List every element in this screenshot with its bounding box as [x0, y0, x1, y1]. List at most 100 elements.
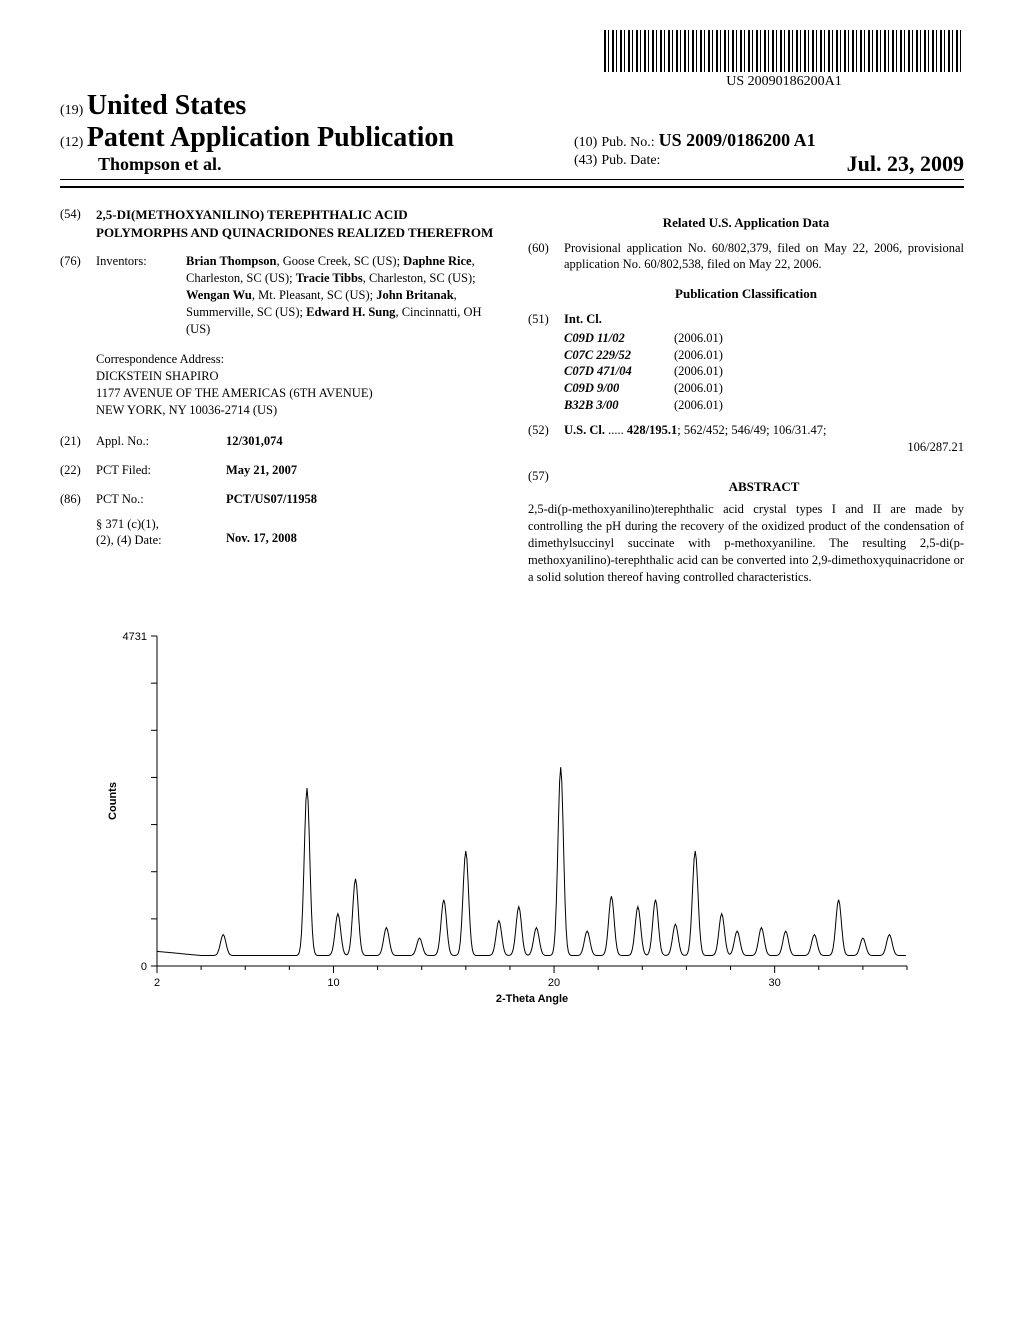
title-num: (54) — [60, 206, 96, 241]
applno-value: 12/301,074 — [226, 434, 283, 448]
ipc-row-2: C07D 471/04(2006.01) — [564, 363, 964, 380]
ipc-year-4: (2006.01) — [674, 397, 754, 414]
ipc-row-1: C07C 229/52(2006.01) — [564, 347, 964, 364]
uscl-dots: ..... — [608, 423, 627, 437]
barcode-block: US 20090186200A1 — [604, 30, 964, 90]
uscl-num: (52) — [528, 422, 564, 456]
ipc-code-1: C07C 229/52 — [564, 347, 674, 364]
country-num: (19) — [60, 103, 83, 118]
related-text: Provisional application No. 60/802,379, … — [564, 240, 964, 274]
svg-text:Counts: Counts — [107, 782, 119, 820]
inventors-value: Brian Thompson, Goose Creek, SC (US); Da… — [186, 253, 496, 337]
pctno-num: (86) — [60, 491, 96, 508]
inv-4: Wengan Wu — [186, 288, 252, 302]
pub-type-num: (12) — [60, 135, 83, 150]
abstract-num-row: (57) ABSTRACT — [528, 468, 964, 502]
title-row: (54) 2,5-DI(METHOXYANILINO) TEREPHTHALIC… — [60, 206, 496, 241]
chart-svg: 0 4731 2 10 20 30 2-Theta Angle Counts — [102, 626, 922, 1006]
intcl-label: Int. Cl. — [564, 312, 602, 326]
document-header: (19) United States (12) Patent Applicati… — [60, 90, 964, 177]
applno-num: (21) — [60, 433, 96, 450]
pub-no: US 2009/0186200 A1 — [659, 130, 816, 150]
svg-text:10: 10 — [327, 977, 339, 989]
country-name: United States — [87, 90, 246, 121]
svg-text:30: 30 — [769, 977, 781, 989]
svg-text:0: 0 — [141, 961, 147, 973]
pub-no-num: (10) — [574, 135, 597, 150]
pctfiled-num: (22) — [60, 462, 96, 479]
s371-label1: § 371 (c)(1), — [96, 516, 226, 533]
pctno-row: (86) PCT No.: PCT/US07/11958 — [60, 491, 496, 508]
ipc-table: C09D 11/02(2006.01) C07C 229/52(2006.01)… — [564, 330, 964, 414]
pctfiled-value: May 21, 2007 — [226, 463, 297, 477]
inventors-num: (76) — [60, 253, 96, 337]
country-line: (19) United States — [60, 90, 964, 122]
barcode-graphic — [604, 30, 964, 72]
related-num: (60) — [528, 240, 564, 274]
related-heading: Related U.S. Application Data — [528, 214, 964, 232]
header-divider-2 — [60, 186, 964, 188]
ipc-code-0: C09D 11/02 — [564, 330, 674, 347]
pub-date-label: Pub. Date: — [601, 153, 660, 168]
corr-label: Correspondence Address: — [96, 351, 496, 368]
pctno-value: PCT/US07/11958 — [226, 492, 317, 506]
pub-no-line: (10) Pub. No.: US 2009/0186200 A1 — [574, 130, 964, 151]
inv-2: Daphne Rice — [403, 254, 471, 268]
main-columns: (54) 2,5-DI(METHOXYANILINO) TEREPHTHALIC… — [60, 206, 964, 586]
abstract-num: (57) — [528, 468, 564, 502]
pctfiled-label: PCT Filed: — [96, 462, 226, 479]
s371-labels: § 371 (c)(1), (2), (4) Date: — [96, 516, 226, 550]
ipc-row-0: C09D 11/02(2006.01) — [564, 330, 964, 347]
pctno-label: PCT No.: — [96, 491, 226, 508]
pub-type: Patent Application Publication — [87, 122, 454, 153]
inv-5: John Britanak — [376, 288, 453, 302]
barcode-text: US 20090186200A1 — [604, 74, 964, 90]
ipc-row-4: B32B 3/00(2006.01) — [564, 397, 964, 414]
ipc-code-3: C09D 9/00 — [564, 380, 674, 397]
ipc-year-0: (2006.01) — [674, 330, 754, 347]
pub-type-line: (12) Patent Application Publication — [60, 122, 454, 154]
correspondence-block: Correspondence Address: DICKSTEIN SHAPIR… — [96, 351, 496, 419]
corr-line3: NEW YORK, NY 10036-2714 (US) — [96, 402, 496, 419]
ipc-year-1: (2006.01) — [674, 347, 754, 364]
pub-no-label: Pub. No.: — [601, 135, 654, 150]
ipc-code-2: C07D 471/04 — [564, 363, 674, 380]
authors: Thompson et al. — [98, 154, 454, 175]
left-column: (54) 2,5-DI(METHOXYANILINO) TEREPHTHALIC… — [60, 206, 496, 586]
inventors-row: (76) Inventors: Brian Thompson, Goose Cr… — [60, 253, 496, 337]
applno-row: (21) Appl. No.: 12/301,074 — [60, 433, 496, 450]
applno-label: Appl. No.: — [96, 433, 226, 450]
header-divider-1 — [60, 179, 964, 180]
uscl-value-p2: 106/287.21 — [564, 439, 964, 456]
inv-6: Edward H. Sung — [306, 305, 395, 319]
ipc-code-4: B32B 3/00 — [564, 397, 674, 414]
intcl-row: (51) Int. Cl. — [528, 311, 964, 328]
pub-date-num: (43) — [574, 153, 597, 168]
abstract-heading: ABSTRACT — [564, 478, 964, 496]
ipc-year-2: (2006.01) — [674, 363, 754, 380]
pctfiled-row: (22) PCT Filed: May 21, 2007 — [60, 462, 496, 479]
pub-date-line: (43) Pub. Date: Jul. 23, 2009 — [574, 151, 964, 177]
svg-text:2-Theta Angle: 2-Theta Angle — [496, 993, 568, 1005]
s371-value: Nov. 17, 2008 — [226, 531, 297, 545]
abstract-text: 2,5-di(p-methoxyanilino)terephthalic aci… — [528, 501, 964, 585]
s371-blank — [60, 516, 96, 550]
inv-3: Tracie Tibbs — [296, 271, 363, 285]
s371-label2: (2), (4) Date: — [96, 532, 226, 549]
svg-text:20: 20 — [548, 977, 560, 989]
pub-date: Jul. 23, 2009 — [847, 151, 964, 177]
corr-line1: DICKSTEIN SHAPIRO — [96, 368, 496, 385]
uscl-label: U.S. Cl. — [564, 423, 605, 437]
classification-heading: Publication Classification — [528, 285, 964, 303]
svg-text:2: 2 — [154, 977, 160, 989]
inv-1: Brian Thompson — [186, 254, 276, 268]
inventors-label: Inventors: — [96, 253, 186, 337]
uscl-value-p1: 428/195.1; 562/452; 546/49; 106/31.47; — [627, 423, 827, 437]
ipc-year-3: (2006.01) — [674, 380, 754, 397]
intcl-num: (51) — [528, 311, 564, 328]
s371-row: § 371 (c)(1), (2), (4) Date: Nov. 17, 20… — [60, 516, 496, 550]
svg-text:4731: 4731 — [123, 631, 147, 643]
xrd-chart: 0 4731 2 10 20 30 2-Theta Angle Counts — [102, 626, 922, 1011]
right-column: Related U.S. Application Data (60) Provi… — [528, 206, 964, 586]
related-row: (60) Provisional application No. 60/802,… — [528, 240, 964, 274]
